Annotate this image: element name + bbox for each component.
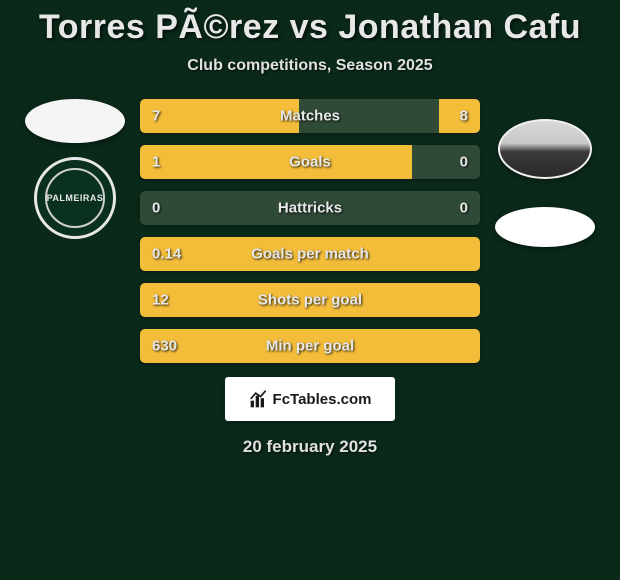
- stat-value-left: 630: [152, 338, 177, 355]
- stat-value-left: 0: [152, 200, 160, 217]
- player-left-photo: [25, 99, 125, 143]
- subtitle: Club competitions, Season 2025: [187, 57, 432, 75]
- stat-bar: 630 Min per goal: [140, 329, 480, 363]
- player-right-column: [490, 99, 600, 247]
- stat-value-left: 7: [152, 108, 160, 125]
- brand-text: FcTables.com: [273, 391, 372, 408]
- stat-fill-left: [140, 145, 412, 179]
- stat-value-right: 8: [460, 108, 468, 125]
- page-title: Torres PÃ©rez vs Jonathan Cafu: [39, 8, 581, 47]
- club-logo-left: PALMEIRAS: [34, 157, 116, 239]
- stat-label: Goals: [289, 154, 331, 171]
- club-logo-text: PALMEIRAS: [47, 193, 104, 203]
- stat-bar: 12 Shots per goal: [140, 283, 480, 317]
- stat-label: Min per goal: [266, 338, 354, 355]
- stat-value-left: 12: [152, 292, 169, 309]
- brand-badge[interactable]: FcTables.com: [225, 377, 395, 421]
- stat-bar: 0.14 Goals per match: [140, 237, 480, 271]
- stat-value-right: 0: [460, 200, 468, 217]
- date-text: 20 february 2025: [243, 437, 377, 457]
- stat-value-left: 1: [152, 154, 160, 171]
- stat-label: Hattricks: [278, 200, 342, 217]
- stat-fill-left: [140, 99, 299, 133]
- club-logo-right: [495, 207, 595, 247]
- stat-bar: 1 Goals 0: [140, 145, 480, 179]
- stat-label: Shots per goal: [258, 292, 362, 309]
- stat-bars: 7 Matches 8 1 Goals 0 0 Hattricks 0 0.14 Goals per…: [140, 99, 480, 363]
- player-right-photo: [498, 119, 592, 179]
- stat-value-left: 0.14: [152, 246, 181, 263]
- stat-label: Matches: [280, 108, 340, 125]
- player-left-column: PALMEIRAS: [20, 99, 130, 239]
- stat-bar: 7 Matches 8: [140, 99, 480, 133]
- stat-value-right: 0: [460, 154, 468, 171]
- stat-bar: 0 Hattricks 0: [140, 191, 480, 225]
- bar-chart-icon: [249, 389, 269, 409]
- stat-label: Goals per match: [251, 246, 369, 263]
